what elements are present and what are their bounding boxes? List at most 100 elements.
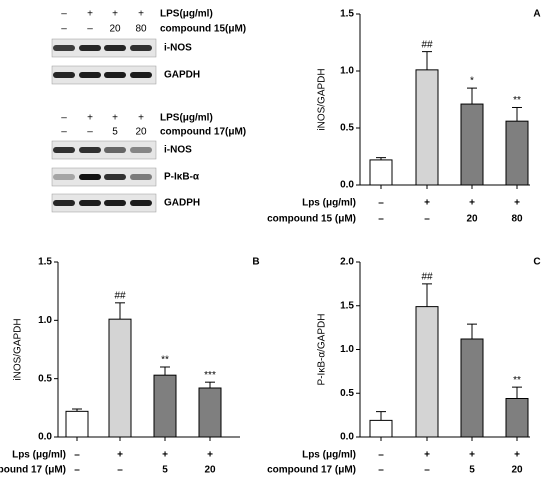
annotation: ## <box>421 39 433 50</box>
band-label: GAPDH <box>164 70 200 81</box>
band <box>53 200 75 206</box>
x-row-value: – <box>424 214 430 225</box>
x-row-value: – <box>378 450 384 461</box>
band <box>130 147 152 153</box>
x-row-label: Lps (μg/ml) <box>302 198 356 209</box>
x-row-value: 80 <box>511 214 523 225</box>
band <box>130 45 152 51</box>
band-label: GADPH <box>164 198 200 209</box>
annotation: ** <box>513 375 521 386</box>
lane-sign: – <box>87 127 93 138</box>
x-row-value: – <box>378 214 384 225</box>
x-row-value: + <box>514 450 520 461</box>
annotation: * <box>470 76 474 87</box>
bar <box>198 387 222 438</box>
bar <box>369 419 393 438</box>
lane-sign: 20 <box>135 127 147 138</box>
bar <box>505 398 529 438</box>
band <box>53 147 75 153</box>
band <box>104 147 126 153</box>
lane-sign: + <box>112 9 118 20</box>
bar <box>415 69 439 186</box>
band <box>53 174 75 180</box>
row-label: compound 17(μM) <box>160 127 246 138</box>
band <box>79 200 101 206</box>
lane-sign: – <box>61 127 67 138</box>
x-row-value: + <box>117 450 123 461</box>
panel-letter: B <box>252 257 259 268</box>
lane-sign: 5 <box>112 127 118 138</box>
band <box>79 72 101 78</box>
y-tick-label: 1.5 <box>340 9 354 20</box>
row-label: LPS(μg/ml) <box>160 9 213 20</box>
bar <box>505 120 529 186</box>
x-row-value: + <box>514 198 520 209</box>
row-label: LPS(μg/ml) <box>160 113 213 124</box>
lane-sign: 20 <box>109 24 121 35</box>
x-row-label: compound 17 (μM) <box>267 465 356 476</box>
y-tick-label: 0.0 <box>38 432 52 443</box>
lane-sign: – <box>87 24 93 35</box>
band <box>53 72 75 78</box>
x-row-value: 5 <box>162 465 168 476</box>
x-row-value: – <box>378 198 384 209</box>
band <box>104 45 126 51</box>
y-tick-label: 0.0 <box>340 432 354 443</box>
x-row-value: + <box>469 450 475 461</box>
bar <box>415 306 439 438</box>
annotation: *** <box>204 370 216 381</box>
x-row-label: compound 17 (μM) <box>0 465 66 476</box>
x-row-label: Lps (μg/ml) <box>302 450 356 461</box>
band <box>130 174 152 180</box>
lane-sign: + <box>112 113 118 124</box>
lane-sign: – <box>61 24 67 35</box>
band-label: i-NOS <box>164 145 192 156</box>
x-row-value: – <box>74 450 80 461</box>
y-tick-label: 0.5 <box>38 373 52 384</box>
y-tick-label: 1.5 <box>38 257 52 268</box>
x-row-value: 20 <box>511 465 523 476</box>
x-row-value: – <box>378 465 384 476</box>
y-tick-label: 1.0 <box>340 344 354 355</box>
x-row-value: + <box>424 198 430 209</box>
row-label: compound 15(μM) <box>160 24 246 35</box>
x-row-value: + <box>424 450 430 461</box>
band <box>130 72 152 78</box>
band <box>104 72 126 78</box>
band <box>79 174 101 180</box>
lane-sign: + <box>138 113 144 124</box>
lane-sign: + <box>138 9 144 20</box>
lane-sign: – <box>61 9 67 20</box>
y-tick-label: 1.0 <box>340 66 354 77</box>
lane-sign: – <box>61 113 67 124</box>
lane-sign: 80 <box>135 24 147 35</box>
annotation: ** <box>161 355 169 366</box>
band-label: i-NOS <box>164 43 192 54</box>
x-row-label: compound 15 (μM) <box>267 214 356 225</box>
band <box>104 174 126 180</box>
x-row-label: Lps (μg/ml) <box>12 450 66 461</box>
y-axis-label: iNOS/GAPDH <box>317 68 328 130</box>
bar <box>108 318 132 438</box>
annotation: ## <box>421 272 433 283</box>
panel-letter: A <box>533 9 540 20</box>
panel-letter: C <box>533 257 540 268</box>
annotation: ** <box>513 95 521 106</box>
band <box>130 200 152 206</box>
band <box>79 147 101 153</box>
y-axis-label: P-IκB-α/GAPDH <box>317 314 328 386</box>
y-tick-label: 0.0 <box>340 180 354 191</box>
band <box>79 45 101 51</box>
x-row-value: 20 <box>204 465 216 476</box>
y-tick-label: 1.0 <box>38 315 52 326</box>
x-row-value: 5 <box>469 465 475 476</box>
x-row-value: + <box>469 198 475 209</box>
band <box>53 45 75 51</box>
x-row-value: + <box>207 450 213 461</box>
y-tick-label: 0.5 <box>340 388 354 399</box>
band <box>104 200 126 206</box>
y-axis-label: iNOS/GAPDH <box>13 318 24 380</box>
bar <box>369 159 393 186</box>
y-tick-label: 2.0 <box>340 257 354 268</box>
